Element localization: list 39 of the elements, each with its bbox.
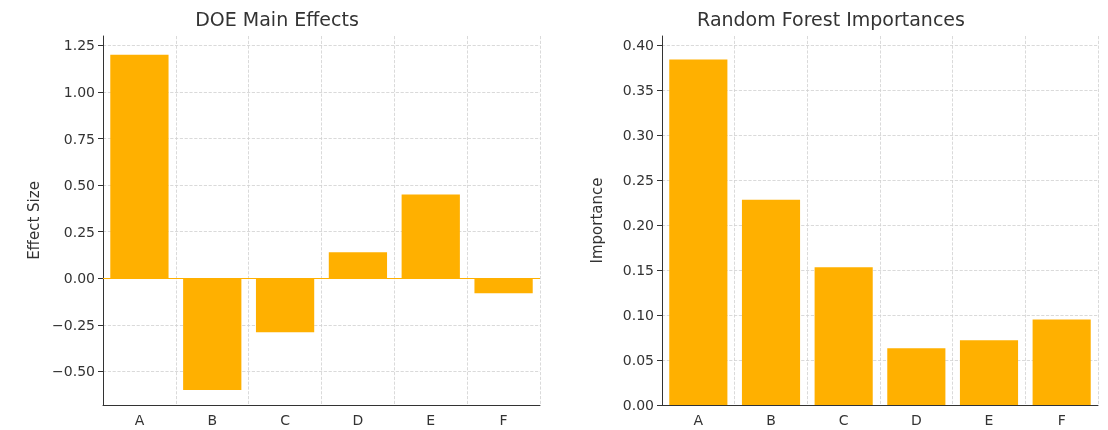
y-tick-label: 0.15 [622, 262, 654, 278]
y-tick-label: 0.00 [622, 397, 654, 413]
y-tick-label: 0.00 [63, 270, 95, 287]
y-axis-title: Importance [587, 177, 606, 264]
y-tick-label: −0.50 [52, 363, 95, 380]
y-tick-label: −0.25 [52, 316, 95, 333]
y-tick-label: 0.25 [622, 172, 654, 188]
y-tick-label: 0.50 [63, 177, 95, 194]
y-tick-label: 0.05 [622, 352, 654, 368]
x-tick-label: F [499, 412, 508, 428]
y-tick-label: 0.35 [622, 82, 654, 98]
chart-title: Random Forest Importances [697, 7, 965, 30]
x-tick-label: A [134, 412, 145, 428]
y-tick-label: 1.00 [63, 83, 95, 100]
y-tick-label: 0.10 [622, 307, 654, 323]
bar [741, 199, 801, 405]
x-tick-label: C [838, 412, 849, 428]
y-tick-label: 1.25 [63, 37, 95, 54]
chart-title: DOE Main Effects [195, 7, 359, 30]
bar [814, 267, 873, 405]
x-tick-label: E [426, 412, 436, 428]
bar [669, 59, 728, 405]
x-tick-label: E [984, 412, 994, 428]
y-tick-label: 0.20 [622, 217, 654, 233]
y-axis-title: Effect Size [24, 181, 43, 260]
bar [1032, 319, 1091, 405]
x-tick-label: B [766, 412, 776, 428]
bar [887, 348, 946, 405]
x-tick-label: D [352, 412, 364, 428]
y-tick-label: 0.30 [622, 127, 654, 143]
x-tick-label: D [910, 412, 922, 428]
y-tick-label: 0.75 [63, 130, 95, 147]
x-tick-label: A [693, 412, 704, 428]
x-tick-label: F [1057, 412, 1066, 428]
x-tick-label: C [280, 412, 291, 428]
y-tick-label: 0.25 [63, 223, 95, 240]
x-tick-label: B [207, 412, 218, 428]
y-tick-label: 0.40 [622, 37, 654, 53]
bar [959, 340, 1019, 405]
